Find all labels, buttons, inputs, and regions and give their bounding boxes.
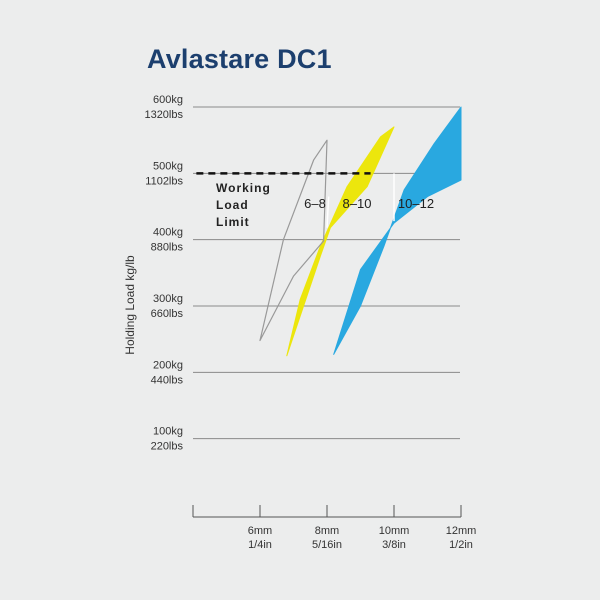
series-band-8-10 [286,126,395,357]
working-load-limit-label: Limit [216,215,250,229]
y-tick-label-lbs: 220lbs [151,441,184,453]
x-tick-label-in: 1/2in [449,539,473,551]
y-tick-label-kg: 400kg [153,227,183,239]
series-label: 10–12 [398,196,434,211]
x-tick-label-mm: 8mm [315,525,339,537]
x-tick-label-in: 3/8in [382,539,406,551]
y-tick-label-lbs: 880lbs [151,242,184,254]
y-tick-label-kg: 500kg [153,160,183,172]
y-tick-label-kg: 100kg [153,426,183,438]
series-band-6-8 [259,139,328,342]
y-tick-label-lbs: 660lbs [151,308,184,320]
y-tick-label-lbs: 1102lbs [145,175,183,187]
y-axis-label: Holding Load kg/lb [123,255,137,355]
x-tick-label-mm: 12mm [446,525,477,537]
working-load-limit-label: Working [216,181,271,195]
series-band-10-12 [333,106,462,355]
band-divider [326,196,330,228]
x-tick-label-in: 1/4in [248,539,272,551]
working-load-limit-label: Load [216,198,249,212]
y-tick-label-kg: 300kg [153,293,183,305]
y-tick-label-kg: 600kg [153,94,183,106]
y-tick-label-lbs: 440lbs [151,374,184,386]
y-tick-label-lbs: 1320lbs [144,109,183,121]
x-tick-label-mm: 10mm [379,525,410,537]
x-tick-label-in: 5/16in [312,539,342,551]
y-tick-label-kg: 200kg [153,359,183,371]
series-label: 8–10 [343,196,372,211]
series-label: 6–8 [304,196,326,211]
x-tick-label-mm: 6mm [248,525,272,537]
chart-title: Avlastare DC1 [147,44,332,74]
